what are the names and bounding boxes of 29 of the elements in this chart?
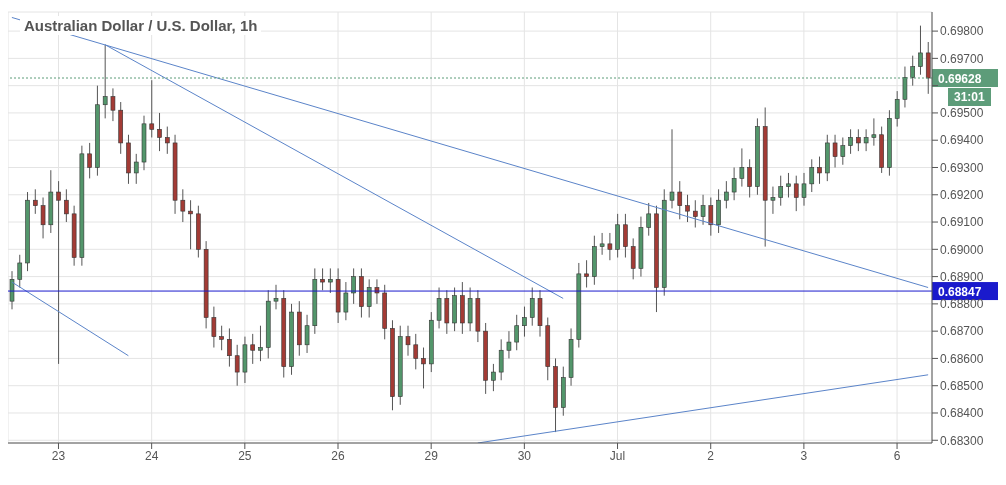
y-tick-label: 0.69700 xyxy=(940,51,984,66)
y-tick-label: 0.68600 xyxy=(940,351,984,366)
x-tick-label: 6 xyxy=(893,448,901,463)
x-tick-label: 2 xyxy=(707,448,715,463)
y-tick-label: 0.68300 xyxy=(940,433,984,448)
x-tick-label: 24 xyxy=(144,448,159,463)
x-tick-label: 25 xyxy=(238,448,252,463)
y-tick-label: 0.69000 xyxy=(940,242,984,257)
y-tick-label: 0.69800 xyxy=(940,24,984,39)
text: 31:01 xyxy=(948,88,991,106)
chart-title: Australian Dollar / U.S. Dollar, 1h xyxy=(20,16,262,35)
y-tick-label: 0.69400 xyxy=(940,133,984,148)
y-tick-label: 0.68800 xyxy=(940,297,984,312)
y-tick-label: 0.69300 xyxy=(940,160,984,175)
y-tick-label: 0.69200 xyxy=(940,188,984,203)
y-tick-label: 0.69100 xyxy=(940,215,984,230)
x-tick-label: 26 xyxy=(331,448,345,463)
y-tick-label: 0.68700 xyxy=(940,324,984,339)
x-tick-label: Jul xyxy=(609,448,626,463)
x-tick-label: 29 xyxy=(424,448,439,463)
ref-line-label: 0.68847 xyxy=(938,284,982,299)
x-tick-label: 3 xyxy=(800,448,808,463)
y-tick-label: 0.68400 xyxy=(940,406,984,421)
ref-line-label: 0.69628 xyxy=(938,71,982,86)
x-tick-label: 30 xyxy=(517,448,532,463)
y-tick-label: 0.69500 xyxy=(940,106,984,121)
y-tick-label: 0.68500 xyxy=(940,378,984,393)
x-tick-label: 23 xyxy=(51,448,66,463)
y-tick-label: 0.68900 xyxy=(940,269,984,284)
